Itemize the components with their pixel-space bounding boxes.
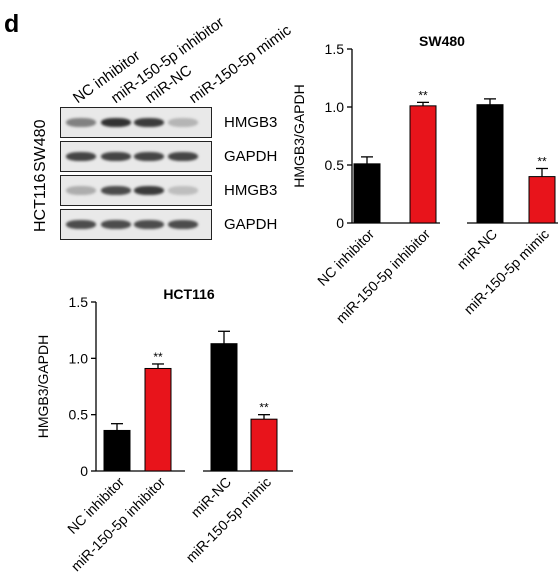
y-tick-label: 1.5 <box>325 41 345 57</box>
cell-line-label-hct116: HCT116 <box>32 173 49 232</box>
blot-strip-sw480-gapdh <box>60 141 212 172</box>
blot-band <box>168 151 198 161</box>
blot-band <box>168 219 198 229</box>
y-tick-label: 0 <box>336 215 344 231</box>
blot-band <box>134 117 164 127</box>
bar <box>353 163 381 224</box>
y-tick-label: 1.0 <box>325 99 345 115</box>
bar <box>409 105 437 224</box>
blot-band <box>134 219 164 229</box>
bar <box>528 176 556 224</box>
blot-strip-hct116-hmgb3 <box>60 175 212 206</box>
blot-band <box>134 185 164 195</box>
y-tick-label: 0.5 <box>69 407 89 423</box>
y-tick-label: 1.0 <box>69 350 89 366</box>
bar <box>103 429 131 472</box>
bar <box>250 418 278 472</box>
blot-label-gapdh-hct116: GAPDH <box>224 216 278 233</box>
y-axis-label: HMGB3/GAPDH <box>291 84 307 187</box>
panel-label: d <box>4 10 20 38</box>
chart-title: SW480 <box>419 33 465 49</box>
blot-band <box>101 219 131 229</box>
blot-band <box>66 117 96 127</box>
blot-band <box>101 151 131 161</box>
blot-label-hmgb3-sw480: HMGB3 <box>224 114 278 131</box>
blot-band <box>134 151 164 161</box>
blot-strip-hct116-gapdh <box>60 209 212 240</box>
significance-marker: ** <box>418 88 428 102</box>
blot-band <box>168 185 198 195</box>
significance-marker: ** <box>537 154 547 168</box>
blot-label-gapdh-sw480: GAPDH <box>224 148 278 165</box>
significance-marker: ** <box>259 401 269 415</box>
blot-band <box>66 151 96 161</box>
y-tick-label: 0.5 <box>325 157 345 173</box>
blot-strip-sw480-hmgb3 <box>60 107 212 138</box>
y-tick-label: 1.5 <box>69 294 89 310</box>
blot-band <box>101 117 131 127</box>
y-tick-label: 0 <box>80 463 88 479</box>
y-axis-label: HMGB3/GAPDH <box>35 335 51 438</box>
blot-label-hmgb3-hct116: HMGB3 <box>224 182 278 199</box>
significance-marker: ** <box>153 350 163 364</box>
bar <box>476 104 504 224</box>
x-tick-label: miR-150-5p inhibitor <box>333 226 434 327</box>
x-tick-label: miR-NC <box>454 226 501 273</box>
bar <box>210 343 238 472</box>
blot-band <box>168 117 198 127</box>
blot-band <box>101 185 131 195</box>
chart-title: HCT116 <box>163 286 215 302</box>
cell-line-label-sw480: SW480 <box>32 119 49 172</box>
bar <box>144 367 172 472</box>
blot-band <box>66 185 96 195</box>
blot-band <box>66 219 96 229</box>
